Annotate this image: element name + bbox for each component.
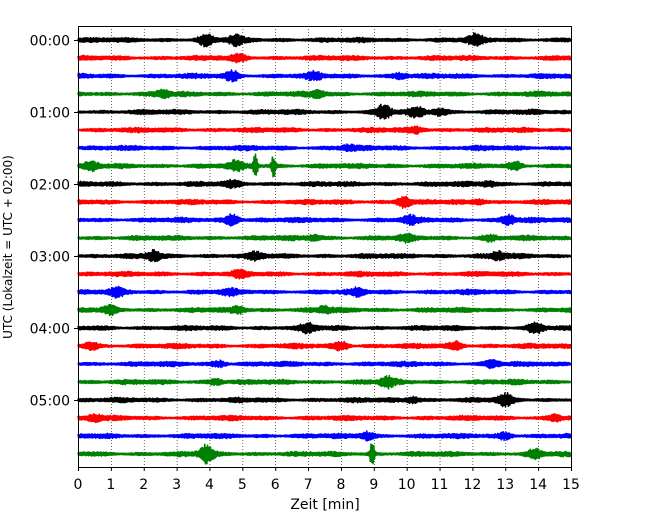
trace-0045 (77, 88, 572, 100)
y-tick-label: 05:00 (30, 394, 70, 410)
x-tick-label: 5 (238, 477, 247, 493)
trace-0000 (77, 32, 572, 48)
trace-0130 (77, 143, 572, 153)
trace-0400 (77, 321, 572, 335)
trace-0345 (77, 303, 572, 317)
trace-0530 (77, 430, 572, 442)
y-tick-label: 01:00 (30, 106, 70, 122)
x-tick-label: 3 (172, 477, 181, 493)
x-tick-label: 1 (106, 477, 115, 493)
trace-0115 (77, 125, 572, 135)
y-tick-label: 02:00 (30, 178, 70, 194)
x-tick-label: 2 (139, 477, 148, 493)
x-tick-label: 14 (529, 477, 547, 493)
y-tick-label: 00:00 (30, 34, 70, 50)
x-tick-label: 12 (463, 477, 481, 493)
trace-0145 (77, 153, 572, 178)
x-tick-label: 11 (431, 477, 449, 493)
x-tick-label: 0 (74, 477, 83, 493)
trace-0545 (77, 443, 572, 465)
trace-0215 (77, 195, 572, 209)
y-tick-label: 03:00 (30, 250, 70, 266)
x-tick-label: 4 (205, 477, 214, 493)
x-tick-label: 8 (336, 477, 345, 493)
trace-0500 (77, 392, 572, 408)
trace-0445 (77, 374, 572, 390)
y-axis-label: UTC (Lokalzeit = UTC + 02:00) (1, 155, 15, 339)
trace-0430 (77, 358, 572, 370)
trace-0315 (77, 268, 572, 280)
x-tick-label: 6 (271, 477, 280, 493)
x-tick-label: 13 (496, 477, 514, 493)
trace-0015 (77, 52, 572, 64)
trace-0030 (77, 69, 572, 83)
x-axis-label: Zeit [min] (290, 497, 359, 513)
trace-0300 (77, 248, 572, 263)
trace-0100 (77, 103, 572, 120)
trace-0415 (77, 339, 572, 352)
trace-0330 (77, 285, 572, 299)
x-tick-label: 7 (304, 477, 313, 493)
x-axis-ticks: 0 1 2 3 4 5 6 7 8 9 10 11 12 13 14 15 (74, 467, 580, 493)
y-tick-label: 04:00 (30, 322, 70, 338)
trace-group (77, 32, 572, 465)
trace-0245 (77, 232, 572, 244)
plot-frame (78, 26, 572, 468)
trace-0515 (77, 412, 572, 424)
x-tick-label: 9 (369, 477, 378, 493)
y-axis-ticks: 00:00 01:00 02:00 03:00 04:00 05:00 (30, 34, 78, 410)
trace-0230 (77, 213, 572, 227)
trace-0200 (77, 178, 572, 190)
x-tick-label: 10 (398, 477, 416, 493)
x-tick-label: 15 (562, 477, 580, 493)
